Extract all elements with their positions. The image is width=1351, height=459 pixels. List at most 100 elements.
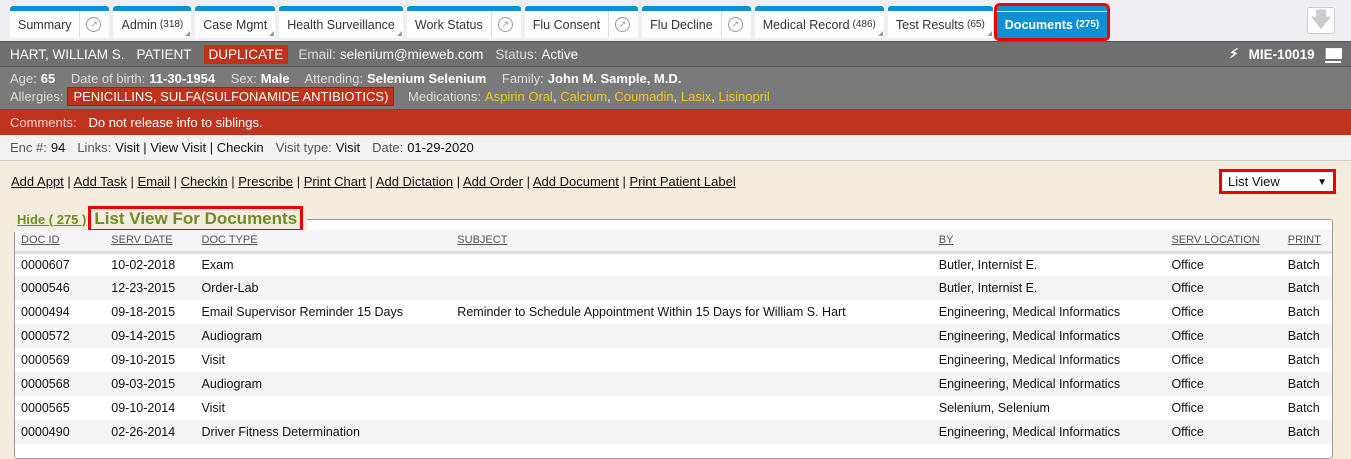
external-link-icon: ↗ — [86, 17, 102, 32]
column-header[interactable]: BY — [932, 230, 1166, 254]
column-header[interactable]: SERV LOCATION — [1165, 230, 1282, 254]
view-select[interactable]: List View ▼ — [1219, 169, 1336, 194]
column-header[interactable]: SUBJECT — [451, 230, 933, 254]
enc-value: 94 — [50, 140, 66, 155]
tab-medical-record[interactable]: Medical Record (486) — [754, 6, 884, 38]
table-row[interactable]: 0000565 09-10-2014 Visit Selenium, Selenium… — [15, 396, 1332, 420]
medication-link[interactable]: Aspirin Oral — [485, 89, 553, 104]
external-link-icon: ↗ — [497, 17, 513, 32]
table-cell: Engineering, Medical Informatics — [938, 305, 1121, 319]
separator: | — [63, 174, 74, 189]
bar-chart-icon[interactable]: ▮▮▮ — [1324, 45, 1343, 63]
tab-health-surveillance[interactable]: Health Surveillance — [279, 6, 403, 38]
encounter-links[interactable]: Visit | View Visit | Checkin — [115, 140, 264, 155]
table-row[interactable]: 0000569 09-10-2015 Visit Engineering, Medic… — [15, 348, 1332, 372]
table-row[interactable]: 0000572 09-14-2015 Audiogram Engineering, M… — [15, 324, 1332, 348]
separator: | — [227, 174, 239, 189]
visit-type-label: Visit type: — [275, 140, 332, 155]
column-header[interactable]: DOC ID — [15, 230, 106, 254]
table-row[interactable]: 0000568 09-03-2015 Audiogram Engineering, M… — [15, 372, 1332, 396]
action-checkin[interactable]: Checkin — [180, 174, 228, 189]
dropdown-corner-icon — [396, 31, 402, 36]
separator: | — [170, 174, 181, 189]
action-add-order[interactable]: Add Order — [463, 174, 523, 189]
table-row[interactable]: 0000494 09-18-2015 Email Supervisor Remind… — [15, 300, 1332, 324]
tab-admin[interactable]: Admin (318) — [113, 6, 192, 38]
column-header[interactable]: DOC TYPE — [195, 230, 452, 254]
separator: | — [618, 174, 630, 189]
sex-value: Male — [260, 71, 290, 86]
table-cell: Batch — [1281, 324, 1332, 348]
table-cell: 0000568 — [15, 372, 106, 396]
action-add-task[interactable]: Add Task — [73, 174, 127, 189]
open-external-button[interactable]: ↗ — [720, 11, 743, 38]
table-cell — [451, 348, 932, 372]
table-cell: Exam — [201, 257, 234, 272]
table-cell: 09-14-2015 — [105, 324, 196, 348]
medication-link[interactable]: Lisinopril — [718, 89, 770, 104]
table-cell: Selenium, Selenium — [938, 401, 1050, 415]
view-select-value: List View — [1228, 174, 1280, 189]
column-header[interactable]: PRINT — [1281, 230, 1332, 254]
hide-link[interactable]: Hide ( 275 ) — [17, 211, 87, 227]
tab-label: Test Results — [895, 17, 964, 32]
comments-text: Do not release info to siblings. — [88, 115, 263, 130]
caret-down-icon: ▼ — [1317, 177, 1327, 188]
separator: , — [552, 89, 561, 104]
table-cell: 10-02-2018 — [111, 257, 176, 272]
table-row[interactable]: 0000607 10-02-2018 Exam Butler, Internist E… — [15, 252, 1332, 276]
dropdown-corner-icon — [269, 31, 275, 36]
documents-table: DOC ID SERV DATE DOC TYPE SUBJECT BY SERV LOC… — [15, 230, 1332, 444]
table-cell: 0000569 — [21, 353, 70, 367]
table-cell: Batch — [1287, 305, 1320, 319]
attending-label: Attending: — [304, 71, 364, 86]
allergies-badge: PENICILLINS, SULFA(SULFONAMIDE ANTIBIOTI… — [67, 87, 395, 106]
action-print-chart[interactable]: Print Chart — [303, 174, 366, 189]
family-value: John M. Sample, M.D. — [547, 71, 682, 86]
download-button[interactable]: 🡇 — [1307, 7, 1335, 34]
lightning-icon[interactable]: ⚡︎ — [1229, 46, 1239, 61]
table-cell: Office — [1171, 401, 1204, 415]
table-row[interactable]: 0000490 02-26-2014 Driver Fitness Determin… — [15, 420, 1332, 444]
medication-link[interactable]: Coumadin — [614, 89, 674, 104]
open-external-button[interactable]: ↗ — [490, 11, 513, 38]
table-cell — [451, 276, 933, 300]
table-cell — [451, 252, 932, 276]
visit-type-value: Visit — [335, 140, 361, 155]
sex-label: Sex: — [230, 71, 257, 86]
action-add-appt[interactable]: Add Appt — [11, 174, 64, 189]
medication-link[interactable]: Calcium — [560, 89, 608, 104]
tab-summary[interactable]: Summary ↗ — [10, 6, 110, 38]
table-cell: Visit — [201, 353, 225, 367]
tab-test-results[interactable]: Test Results (65) — [887, 6, 993, 38]
table-cell: Engineering, Medical Informatics — [938, 353, 1121, 367]
tab-count: (318) — [159, 19, 184, 30]
action-add-document[interactable]: Add Document — [532, 174, 619, 189]
open-external-button[interactable]: ↗ — [608, 11, 631, 38]
attending-value: Selenium Selenium — [367, 71, 487, 86]
patient-info: Age: 65 Date of birth: 11-30-1954 Sex: Male… — [0, 66, 1351, 110]
panel-title: List View For Documents — [88, 206, 304, 232]
action-add-dictation[interactable]: Add Dictation — [375, 174, 454, 189]
medication-link[interactable]: Lasix — [680, 89, 712, 104]
action-email[interactable]: Email — [137, 174, 171, 189]
separator: , — [711, 89, 719, 104]
tab-flu-consent[interactable]: Flu Consent ↗ — [524, 6, 639, 38]
table-cell: Email Supervisor Reminder 15 Days — [201, 305, 403, 319]
open-external-button[interactable]: ↗ — [79, 11, 102, 38]
table-row[interactable]: 0000546 12-23-2015 Order-Lab Butler, Intern… — [15, 276, 1332, 300]
dob-value: 11-30-1954 — [149, 71, 216, 86]
tab-documents[interactable]: Documents (275) — [993, 3, 1111, 41]
date-label: Date: — [372, 140, 404, 155]
action-print-patient-label[interactable]: Print Patient Label — [629, 174, 736, 189]
column-header[interactable]: SERV DATE — [105, 230, 196, 254]
allergies-label: Allergies: — [10, 89, 64, 104]
tab-flu-decline[interactable]: Flu Decline ↗ — [642, 6, 751, 38]
table-cell: Driver Fitness Determination — [195, 420, 452, 444]
tab-work-status[interactable]: Work Status ↗ — [406, 6, 521, 38]
action-prescribe[interactable]: Prescribe — [238, 174, 294, 189]
tab-case-mgmt[interactable]: Case Mgmt — [195, 6, 276, 38]
table-cell: 0000607 — [21, 257, 70, 272]
table-cell: Office — [1165, 324, 1282, 348]
table-cell: Audiogram — [195, 324, 452, 348]
